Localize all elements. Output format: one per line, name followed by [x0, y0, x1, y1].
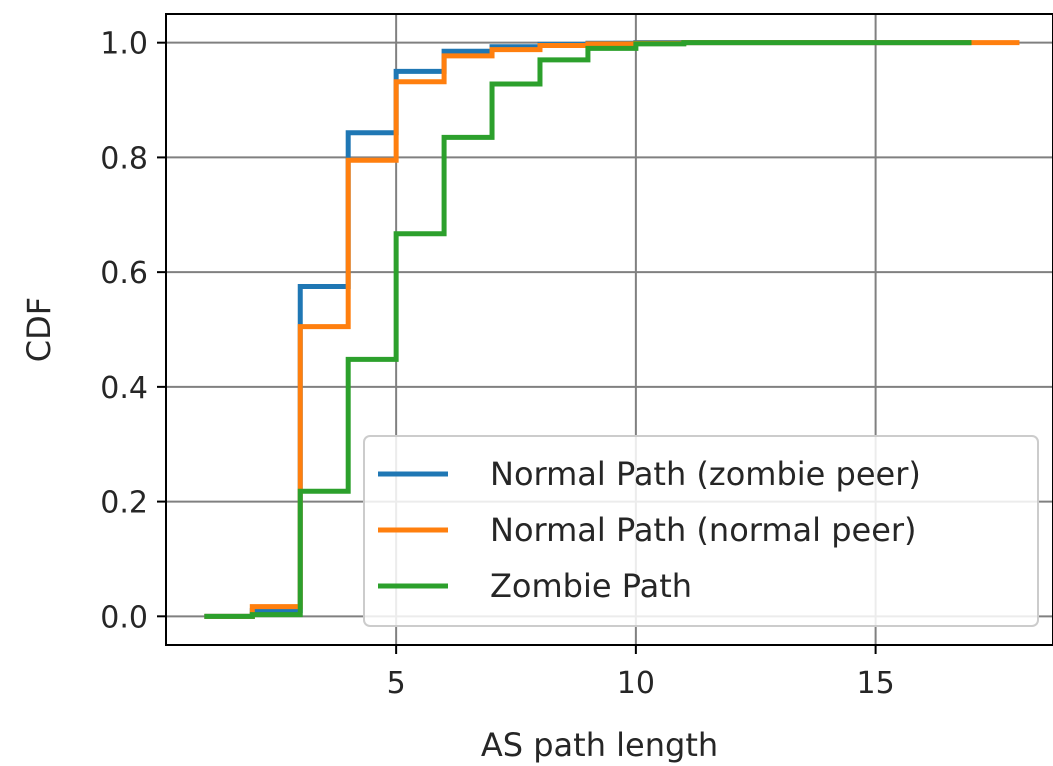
- x-tick-label: 15: [857, 666, 895, 701]
- plot-frame: [165, 13, 1053, 646]
- series-lines: [204, 40, 1020, 619]
- series-line-3: [204, 40, 972, 619]
- legend-label-3: Zombie Path: [490, 567, 692, 605]
- legend-label-1: Normal Path (zombie peer): [490, 455, 921, 493]
- x-axis-label: AS path length: [481, 726, 718, 764]
- axis-ticks: 5 10 15 0.0 0.2 0.4 0.6 0.8 1.0: [100, 27, 894, 701]
- y-tick-label: 1.0: [100, 27, 148, 62]
- y-tick-label: 0.4: [100, 371, 148, 406]
- y-tick-label: 0.0: [100, 600, 148, 635]
- legend-label-2: Normal Path (normal peer): [490, 511, 917, 549]
- legend-box: [363, 435, 1039, 627]
- x-tick-label: 10: [617, 666, 655, 701]
- y-tick-label: 0.6: [100, 256, 148, 291]
- legend: Normal Path (zombie peer) Normal Path (no…: [363, 435, 1039, 627]
- y-axis-label: CDF: [20, 297, 58, 362]
- x-tick-label: 5: [387, 666, 406, 701]
- y-tick-label: 0.2: [100, 486, 148, 521]
- y-tick-label: 0.8: [100, 141, 148, 176]
